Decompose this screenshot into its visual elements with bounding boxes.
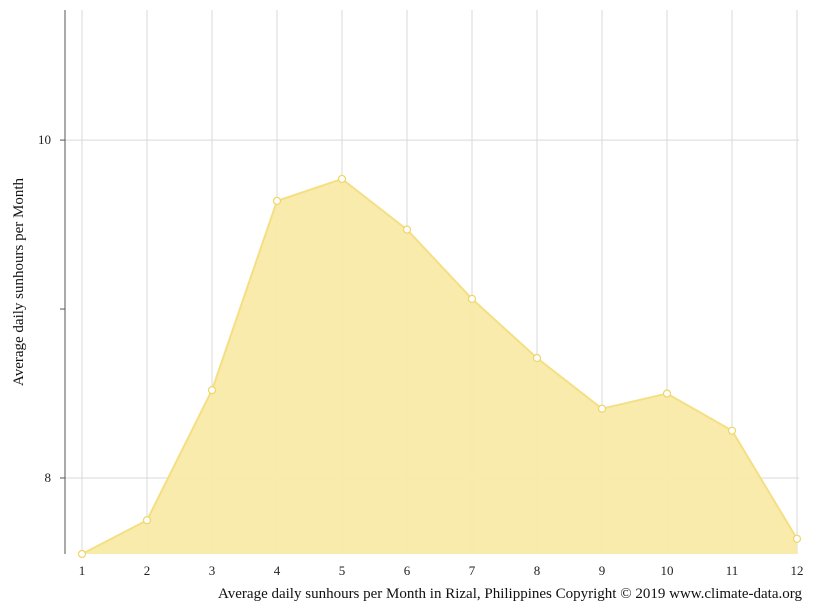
data-point: [727, 426, 737, 435]
x-tick-label: 5: [339, 563, 346, 578]
x-tick-label: 11: [726, 563, 739, 578]
data-point: [467, 294, 477, 303]
y-tick-label: 10: [38, 132, 51, 147]
axes: [60, 10, 66, 554]
data-point: [272, 196, 282, 206]
data-point: [792, 534, 802, 543]
data-point: [207, 386, 217, 395]
y-axis-title: Average daily sunhours per Month: [11, 178, 27, 387]
data-point: [77, 549, 87, 559]
area-layer: [81, 177, 798, 555]
x-axis-title: Average daily sunhours per Month in Riza…: [218, 586, 802, 602]
x-tick-label: 7: [469, 563, 476, 578]
x-tick-label: 12: [791, 563, 804, 578]
data-point: [662, 389, 672, 398]
data-point: [532, 353, 542, 363]
series-line: [81, 177, 798, 555]
x-tick-label: 3: [209, 563, 216, 578]
x-tick-label: 4: [274, 563, 281, 578]
x-tick-label: 9: [599, 563, 606, 578]
x-tick-label: 10: [661, 563, 674, 578]
data-point: [597, 404, 607, 413]
markers: [77, 174, 802, 559]
data-point: [402, 225, 412, 234]
series-area: [82, 178, 797, 554]
x-tick-label: 1: [79, 563, 86, 578]
y-tick-label: 8: [45, 470, 52, 485]
data-point: [142, 516, 152, 525]
x-tick-label: 2: [144, 563, 151, 578]
x-tick-label: 8: [534, 563, 541, 578]
data-point: [337, 174, 347, 184]
x-tick-label: 6: [404, 563, 411, 578]
